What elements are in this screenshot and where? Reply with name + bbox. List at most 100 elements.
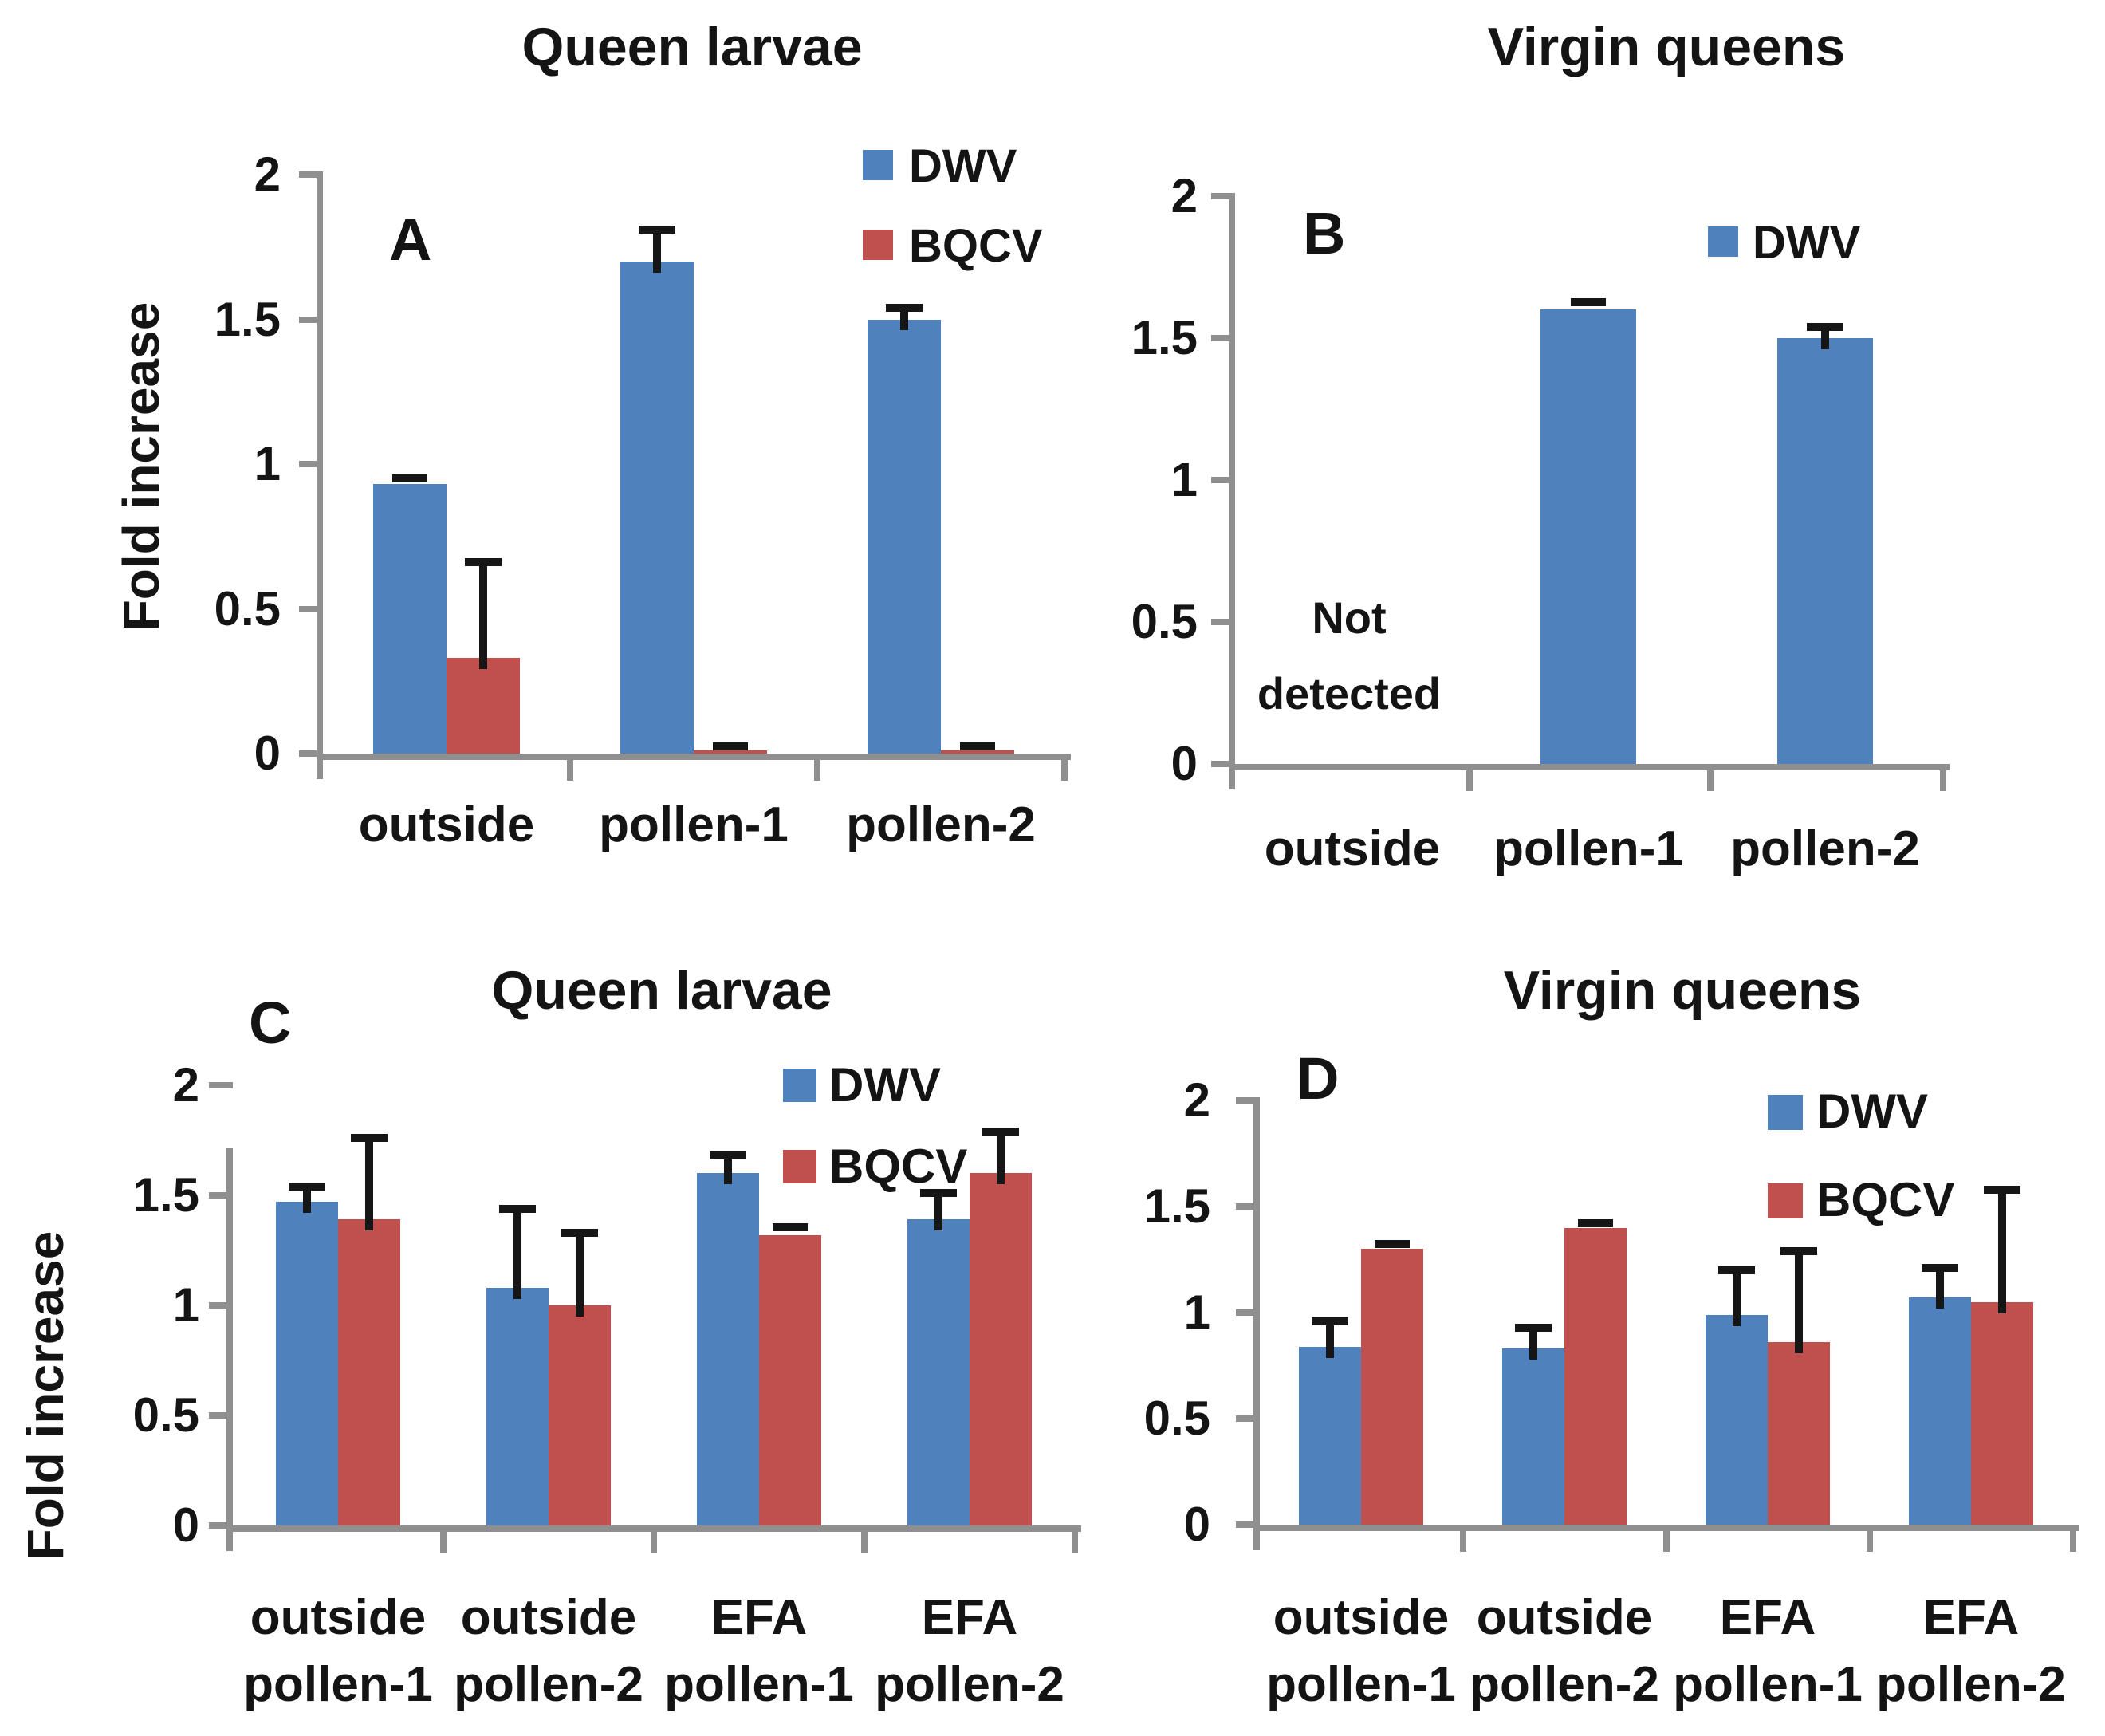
- bar-bqcv-outside: [447, 658, 520, 754]
- y-tick: [299, 171, 323, 178]
- category-label: pollen-1: [664, 1657, 854, 1712]
- bar-dwv-EFA-pollen-1: [1706, 1314, 1768, 1525]
- bar-dwv-pollen-2: [1777, 338, 1873, 764]
- category-label: outside: [1476, 1590, 1653, 1645]
- error-bar: [576, 1232, 584, 1317]
- x-tick: [1867, 1531, 1873, 1552]
- bar-bqcv-EFA-pollen-1: [759, 1234, 821, 1525]
- y-axis: [226, 1148, 233, 1551]
- error-bar: [997, 1131, 1005, 1185]
- error-bar-cap: [920, 1189, 957, 1198]
- error-bar-cap: [1312, 1317, 1348, 1325]
- x-tick: [861, 1532, 868, 1553]
- error-bar: [653, 229, 661, 273]
- x-axis: [1253, 1525, 2079, 1531]
- y-tick: [299, 750, 323, 757]
- error-bar-cap: [465, 558, 502, 567]
- error-bar-cap: [960, 742, 995, 750]
- x-axis: [1229, 764, 1950, 770]
- y-tick: [1236, 1521, 1260, 1528]
- error-bar: [1821, 326, 1829, 349]
- legend-label-bqcv: BQCV: [829, 1140, 968, 1193]
- category-label: pollen-2: [846, 797, 1036, 852]
- category-label: EFA: [710, 1590, 808, 1645]
- bar-bqcv-EFA-pollen-2: [1971, 1301, 2033, 1525]
- error-bar: [1733, 1270, 1741, 1326]
- y-tick-label: 1.5: [1143, 1179, 1210, 1233]
- annotation-text: Not: [1312, 592, 1387, 643]
- error-bar: [1795, 1250, 1803, 1354]
- bar-bqcv-pollen-1: [694, 750, 767, 754]
- bar-dwv-outside-pollen-2: [486, 1287, 549, 1525]
- y-tick: [209, 1522, 233, 1529]
- x-tick: [567, 760, 573, 781]
- x-tick: [814, 760, 820, 781]
- y-tick: [1211, 335, 1235, 341]
- error-bar-cap: [1515, 1323, 1552, 1332]
- error-bar-cap: [351, 1134, 388, 1143]
- y-tick-label: 2: [1183, 1073, 1210, 1127]
- bar-bqcv-EFA-pollen-1: [1768, 1342, 1830, 1525]
- bar-bqcv-outside-pollen-2: [1564, 1227, 1627, 1525]
- error-bar-cap: [982, 1127, 1019, 1136]
- x-tick: [1072, 1532, 1078, 1553]
- bar-bqcv-outside-pollen-1: [338, 1219, 400, 1525]
- error-bar: [365, 1138, 373, 1231]
- y-tick-label: 1: [254, 437, 281, 490]
- legend-swatch-dwv: [783, 1069, 816, 1102]
- error-bar: [1326, 1321, 1334, 1358]
- panel-c-title: Queen larvae: [491, 960, 832, 1021]
- x-tick: [440, 1532, 447, 1553]
- y-tick-label: 0.5: [1143, 1392, 1210, 1445]
- category-label: outside: [1264, 821, 1441, 876]
- y-axis: [1229, 197, 1235, 789]
- error-bar-cap: [499, 1204, 536, 1213]
- panel-c-letter: C: [249, 990, 292, 1056]
- y-tick-label: 2: [1171, 169, 1198, 222]
- y-tick-label: 1: [1171, 453, 1198, 506]
- y-tick-label: 0: [172, 1498, 199, 1552]
- y-tick: [299, 605, 323, 612]
- category-label: pollen-1: [599, 797, 789, 852]
- error-bar: [900, 307, 908, 331]
- y-tick: [1236, 1309, 1260, 1316]
- x-axis: [226, 1525, 1081, 1532]
- error-bar-cap: [289, 1182, 325, 1191]
- bar-dwv-outside-pollen-2: [1502, 1348, 1564, 1525]
- y-tick-label: 1.5: [1131, 311, 1198, 364]
- legend-swatch-bqcv: [1768, 1183, 1803, 1218]
- x-tick: [1460, 1531, 1466, 1552]
- panel-a-title: Queen larvae: [521, 17, 863, 77]
- category-label: EFA: [1922, 1590, 2020, 1645]
- legend-label-bqcv: BQCV: [1816, 1173, 1955, 1226]
- bar-dwv-outside: [373, 484, 447, 754]
- bar-dwv-outside-pollen-1: [276, 1202, 338, 1525]
- legend-label-dwv: DWV: [1816, 1085, 1928, 1138]
- panel-b-title: Virgin queens: [1487, 17, 1846, 77]
- y-tick: [1211, 193, 1235, 199]
- x-tick: [651, 1532, 657, 1553]
- y-tick: [1211, 619, 1235, 625]
- error-bar-cap: [713, 742, 748, 750]
- y-tick: [209, 1082, 233, 1088]
- x-axis: [317, 754, 1071, 760]
- error-bar: [1529, 1327, 1537, 1360]
- y-tick: [1236, 1415, 1260, 1422]
- error-bar: [724, 1155, 732, 1185]
- error-bar: [1998, 1189, 2006, 1313]
- legend-swatch-bqcv: [783, 1150, 816, 1183]
- bar-dwv-EFA-pollen-2: [907, 1219, 970, 1525]
- panel-d-title: Virgin queens: [1503, 960, 1862, 1021]
- error-bar: [303, 1186, 311, 1214]
- legend-label-dwv: DWV: [909, 140, 1017, 192]
- legend-swatch-dwv: [863, 150, 893, 180]
- x-tick: [1061, 760, 1068, 781]
- x-tick: [1466, 770, 1473, 791]
- error-bar-cap: [1780, 1246, 1817, 1255]
- y-axis: [1253, 1100, 1260, 1550]
- x-tick: [1663, 1531, 1670, 1552]
- category-label: EFA: [1719, 1590, 1816, 1645]
- error-bar-cap: [710, 1151, 746, 1160]
- error-bar: [513, 1208, 521, 1299]
- category-label: pollen-2: [1470, 1657, 1659, 1712]
